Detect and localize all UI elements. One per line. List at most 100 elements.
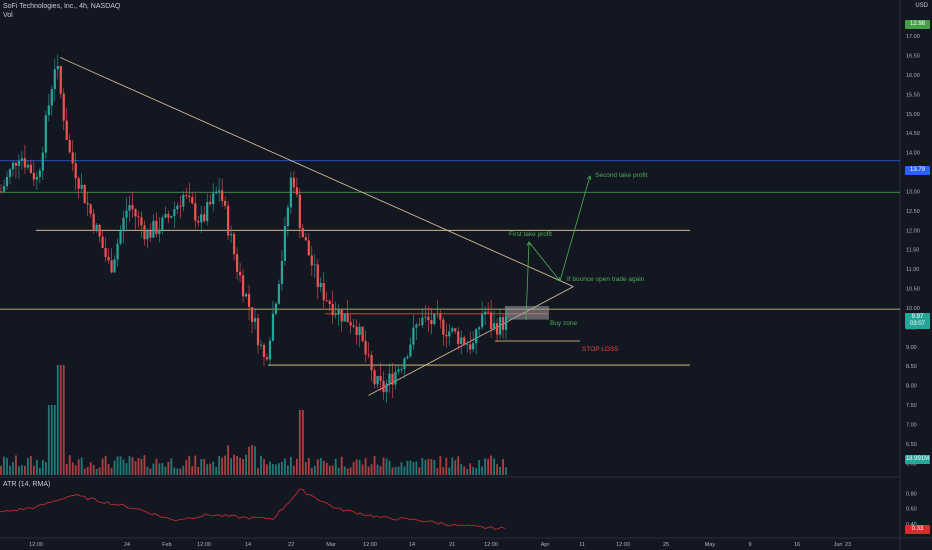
candle-body (367, 354, 370, 356)
candle-body (149, 230, 152, 238)
candle-body (427, 316, 430, 321)
time-tick-label: 22 (288, 542, 294, 548)
volume-bar (62, 365, 65, 475)
volume-bar (424, 459, 427, 475)
volume-bar (119, 456, 122, 475)
volume-bar (403, 466, 406, 475)
time-tick-label: 24 (124, 542, 130, 548)
volume-bar (224, 455, 227, 475)
trendline (59, 57, 574, 287)
candle-body (107, 256, 110, 261)
volume-bar (29, 456, 32, 475)
blue-level-tag: 13.79 (905, 166, 930, 175)
arrow-second-take-profit (559, 175, 591, 282)
volume-bar (376, 464, 379, 475)
volume-bar (331, 465, 334, 475)
volume-bar (445, 457, 448, 475)
candle-body (44, 115, 47, 153)
volume-bar (212, 461, 215, 475)
time-tick-label: 16 (794, 542, 800, 548)
green-level-tag: 12.98 (905, 20, 930, 29)
candle-body (268, 340, 272, 360)
volume-bar (38, 467, 41, 475)
atr-current-tag: 0.33 (905, 525, 930, 534)
candle-body (412, 327, 415, 345)
volume-bar (391, 467, 394, 475)
volume-bar (143, 455, 146, 475)
volume-bar (134, 461, 137, 475)
volume-bar (41, 459, 44, 475)
candle-body (35, 176, 38, 180)
second-take-profit-label: Second take profit (595, 172, 648, 179)
volume-bar (269, 461, 271, 475)
candle-body (125, 210, 128, 218)
candle-body (194, 203, 197, 221)
candle-body (283, 225, 287, 261)
candle-body (292, 177, 295, 188)
candle-body (62, 93, 65, 121)
candle-body (59, 65, 62, 94)
candle-body (463, 337, 466, 345)
candle-body (74, 163, 77, 179)
candle-body (478, 327, 481, 330)
volume-bar (239, 457, 241, 475)
candle-body (388, 373, 391, 384)
candle-body (271, 313, 275, 341)
candle-body (370, 355, 373, 371)
volume-bar (137, 458, 140, 475)
volume-bar (463, 466, 466, 475)
candle-body (56, 65, 59, 70)
volume-bar (436, 468, 439, 475)
volume-bar (161, 463, 164, 475)
volume-bar (152, 463, 155, 475)
volume-bar (499, 466, 501, 475)
candle-body (110, 260, 113, 273)
volume-bar (89, 462, 92, 475)
volume-bar (74, 465, 77, 475)
price-tick-label: 13.00 (906, 189, 920, 195)
candle-body (119, 231, 122, 244)
volume-bar (284, 458, 286, 475)
currency-label: USD (915, 3, 928, 9)
volume-tag: 18.991M (905, 455, 930, 464)
candle-body (337, 309, 340, 315)
volume-bar (191, 466, 194, 475)
volume-bar (50, 405, 53, 475)
candle-body (391, 373, 394, 385)
candle-body (241, 275, 245, 297)
volume-bar (26, 458, 29, 475)
volume-bar (334, 458, 337, 475)
candle-body (92, 213, 95, 231)
volume-bar (427, 458, 430, 475)
volume-bar (200, 459, 203, 475)
price-tick-label: 6.00 (906, 461, 917, 467)
volume-bar (373, 456, 376, 475)
volume-bar (439, 456, 442, 475)
volume-bar (355, 459, 358, 475)
arrow-second-take-profit-head (586, 175, 592, 180)
volume-bar (188, 455, 191, 475)
volume-bar (385, 458, 388, 475)
volume-bar (9, 465, 11, 475)
candle-body (253, 318, 257, 322)
candle-body (17, 160, 21, 166)
candle-body (379, 375, 382, 381)
volume-bar (397, 466, 400, 475)
volume-bar (364, 458, 367, 475)
volume-bar (361, 464, 364, 475)
time-tick-label: 14 (409, 542, 415, 548)
candle-body (235, 254, 239, 272)
volume-bar (233, 454, 235, 475)
symbol-title: SoFi Technologies, Inc., 4h, NASDAQ (3, 3, 121, 10)
last-price-tag: 9.97 (905, 313, 930, 322)
candle-body (191, 197, 194, 204)
price-tick-label: 16.00 (906, 73, 920, 79)
candle-body (5, 176, 9, 187)
candle-body (382, 380, 385, 393)
volume-bar (349, 467, 352, 475)
price-tick-label: 11.00 (906, 267, 919, 273)
candle-body (433, 313, 436, 325)
candle-body (95, 224, 98, 231)
candle-body (68, 140, 71, 153)
